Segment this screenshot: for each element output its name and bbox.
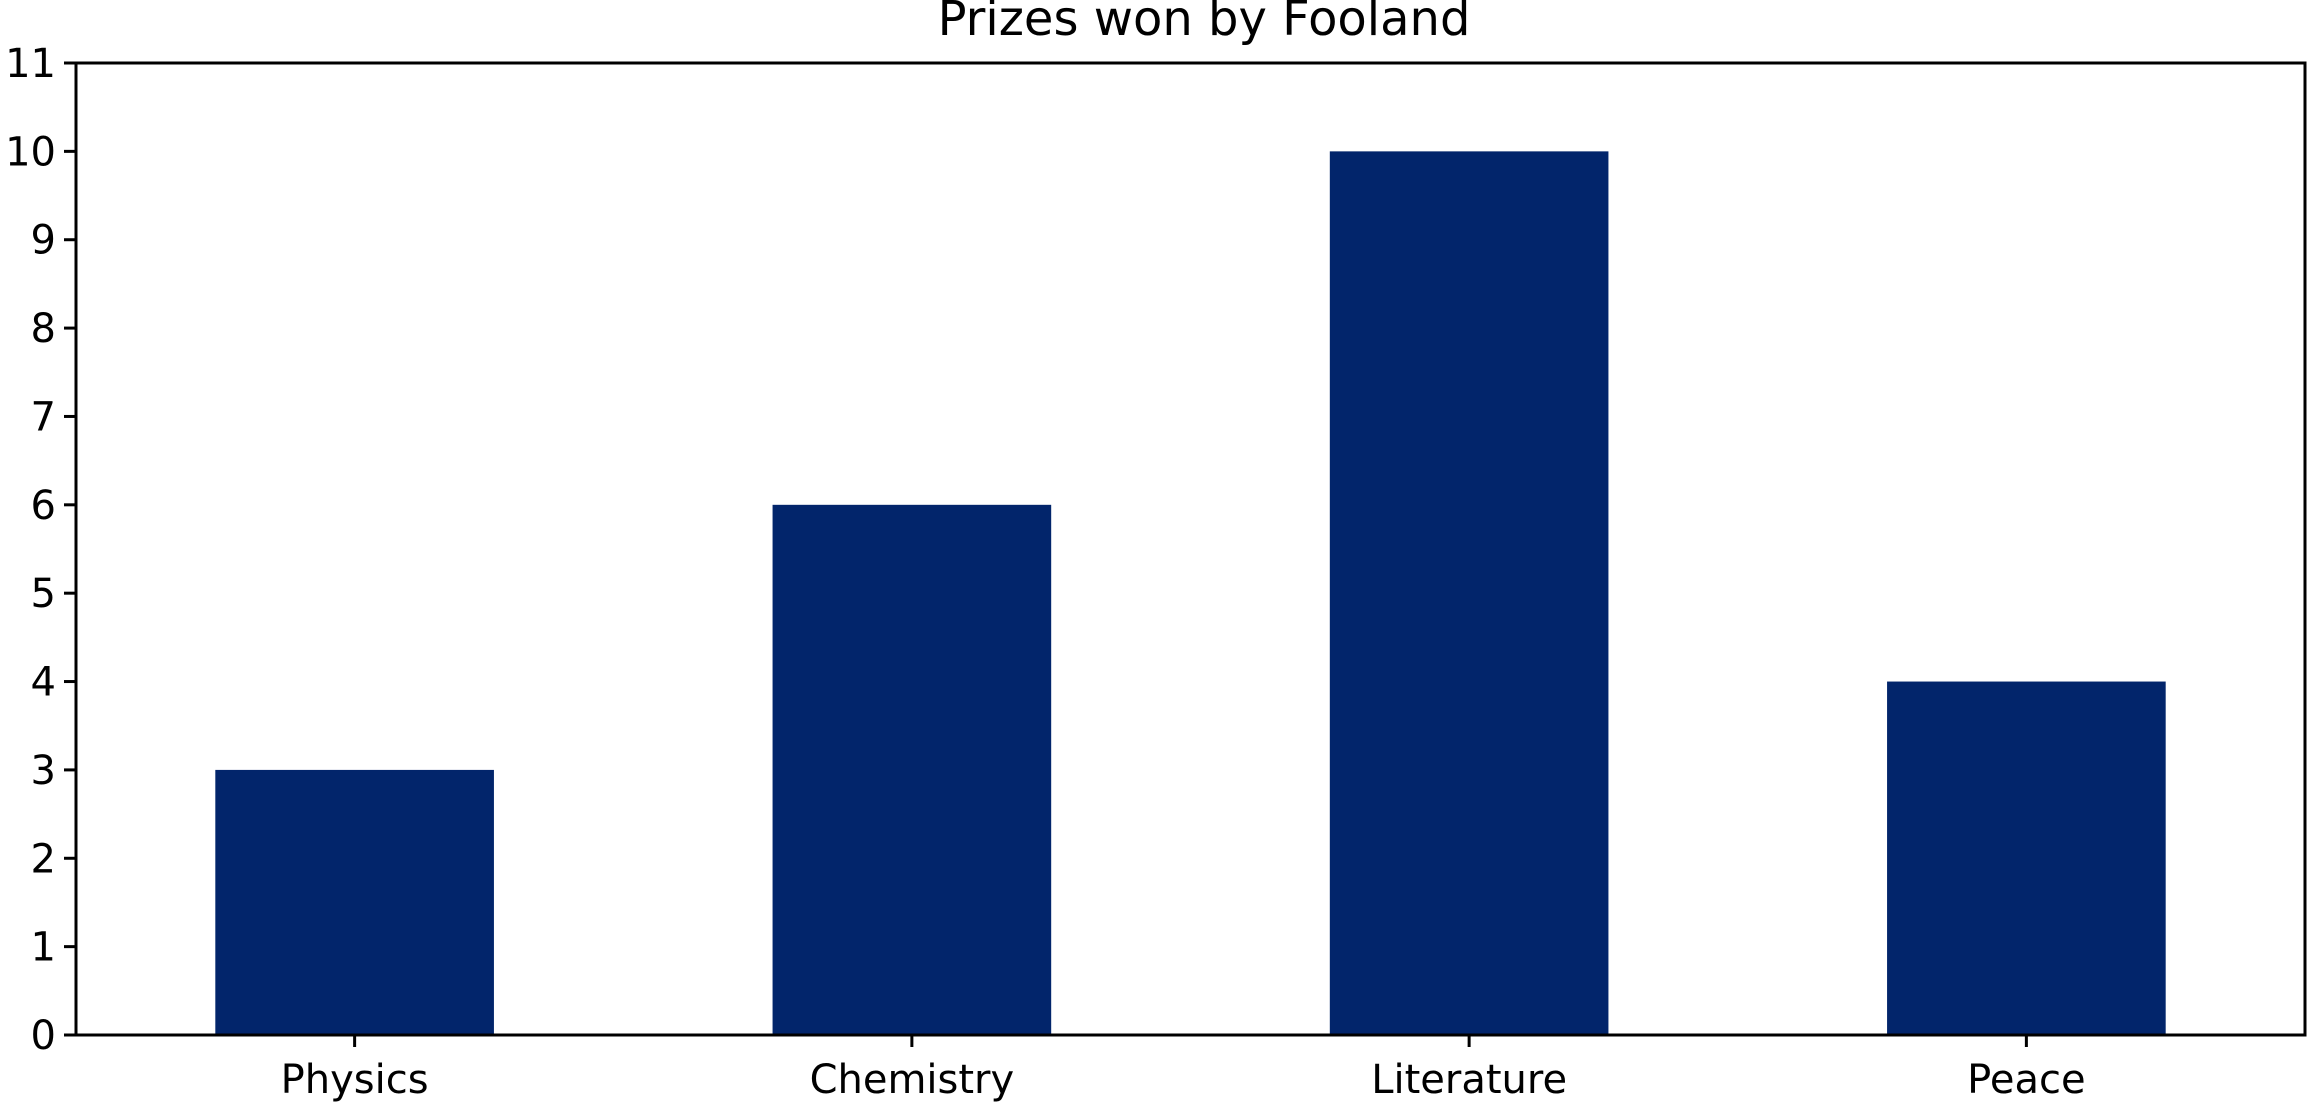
y-tick-label: 3 xyxy=(31,748,56,794)
chart-title: Prizes won by Fooland xyxy=(938,0,1471,47)
bar-literature xyxy=(1329,151,1609,1035)
y-tick-label: 5 xyxy=(31,571,56,617)
x-tick-label-chemistry: Chemistry xyxy=(810,1057,1015,1103)
y-axis: 0 1 2 3 4 5 6 7 8 9 10 11 xyxy=(5,41,76,1059)
y-tick-label: 9 xyxy=(31,218,56,264)
y-tick-label: 4 xyxy=(31,660,56,706)
bar-series xyxy=(215,151,2166,1035)
bar-peace xyxy=(1887,681,2166,1035)
y-tick-label: 6 xyxy=(31,483,56,529)
y-tick-label: 2 xyxy=(31,836,56,882)
x-tick-label-peace: Peace xyxy=(1967,1057,2085,1103)
y-tick-label: 11 xyxy=(5,41,56,87)
x-axis: Physics Chemistry Literature Peace xyxy=(281,1035,2086,1103)
bar-physics xyxy=(215,769,494,1035)
y-tick-label: 1 xyxy=(31,925,56,971)
x-tick-label-physics: Physics xyxy=(281,1057,429,1103)
x-tick-label-literature: Literature xyxy=(1371,1057,1567,1103)
y-tick-label: 7 xyxy=(31,394,56,440)
y-tick-label: 0 xyxy=(31,1013,56,1059)
y-tick-label: 8 xyxy=(31,306,56,352)
y-tick-label: 10 xyxy=(5,129,56,175)
bar-chemistry xyxy=(772,504,1052,1035)
plot-area-frame xyxy=(74,61,2307,1037)
